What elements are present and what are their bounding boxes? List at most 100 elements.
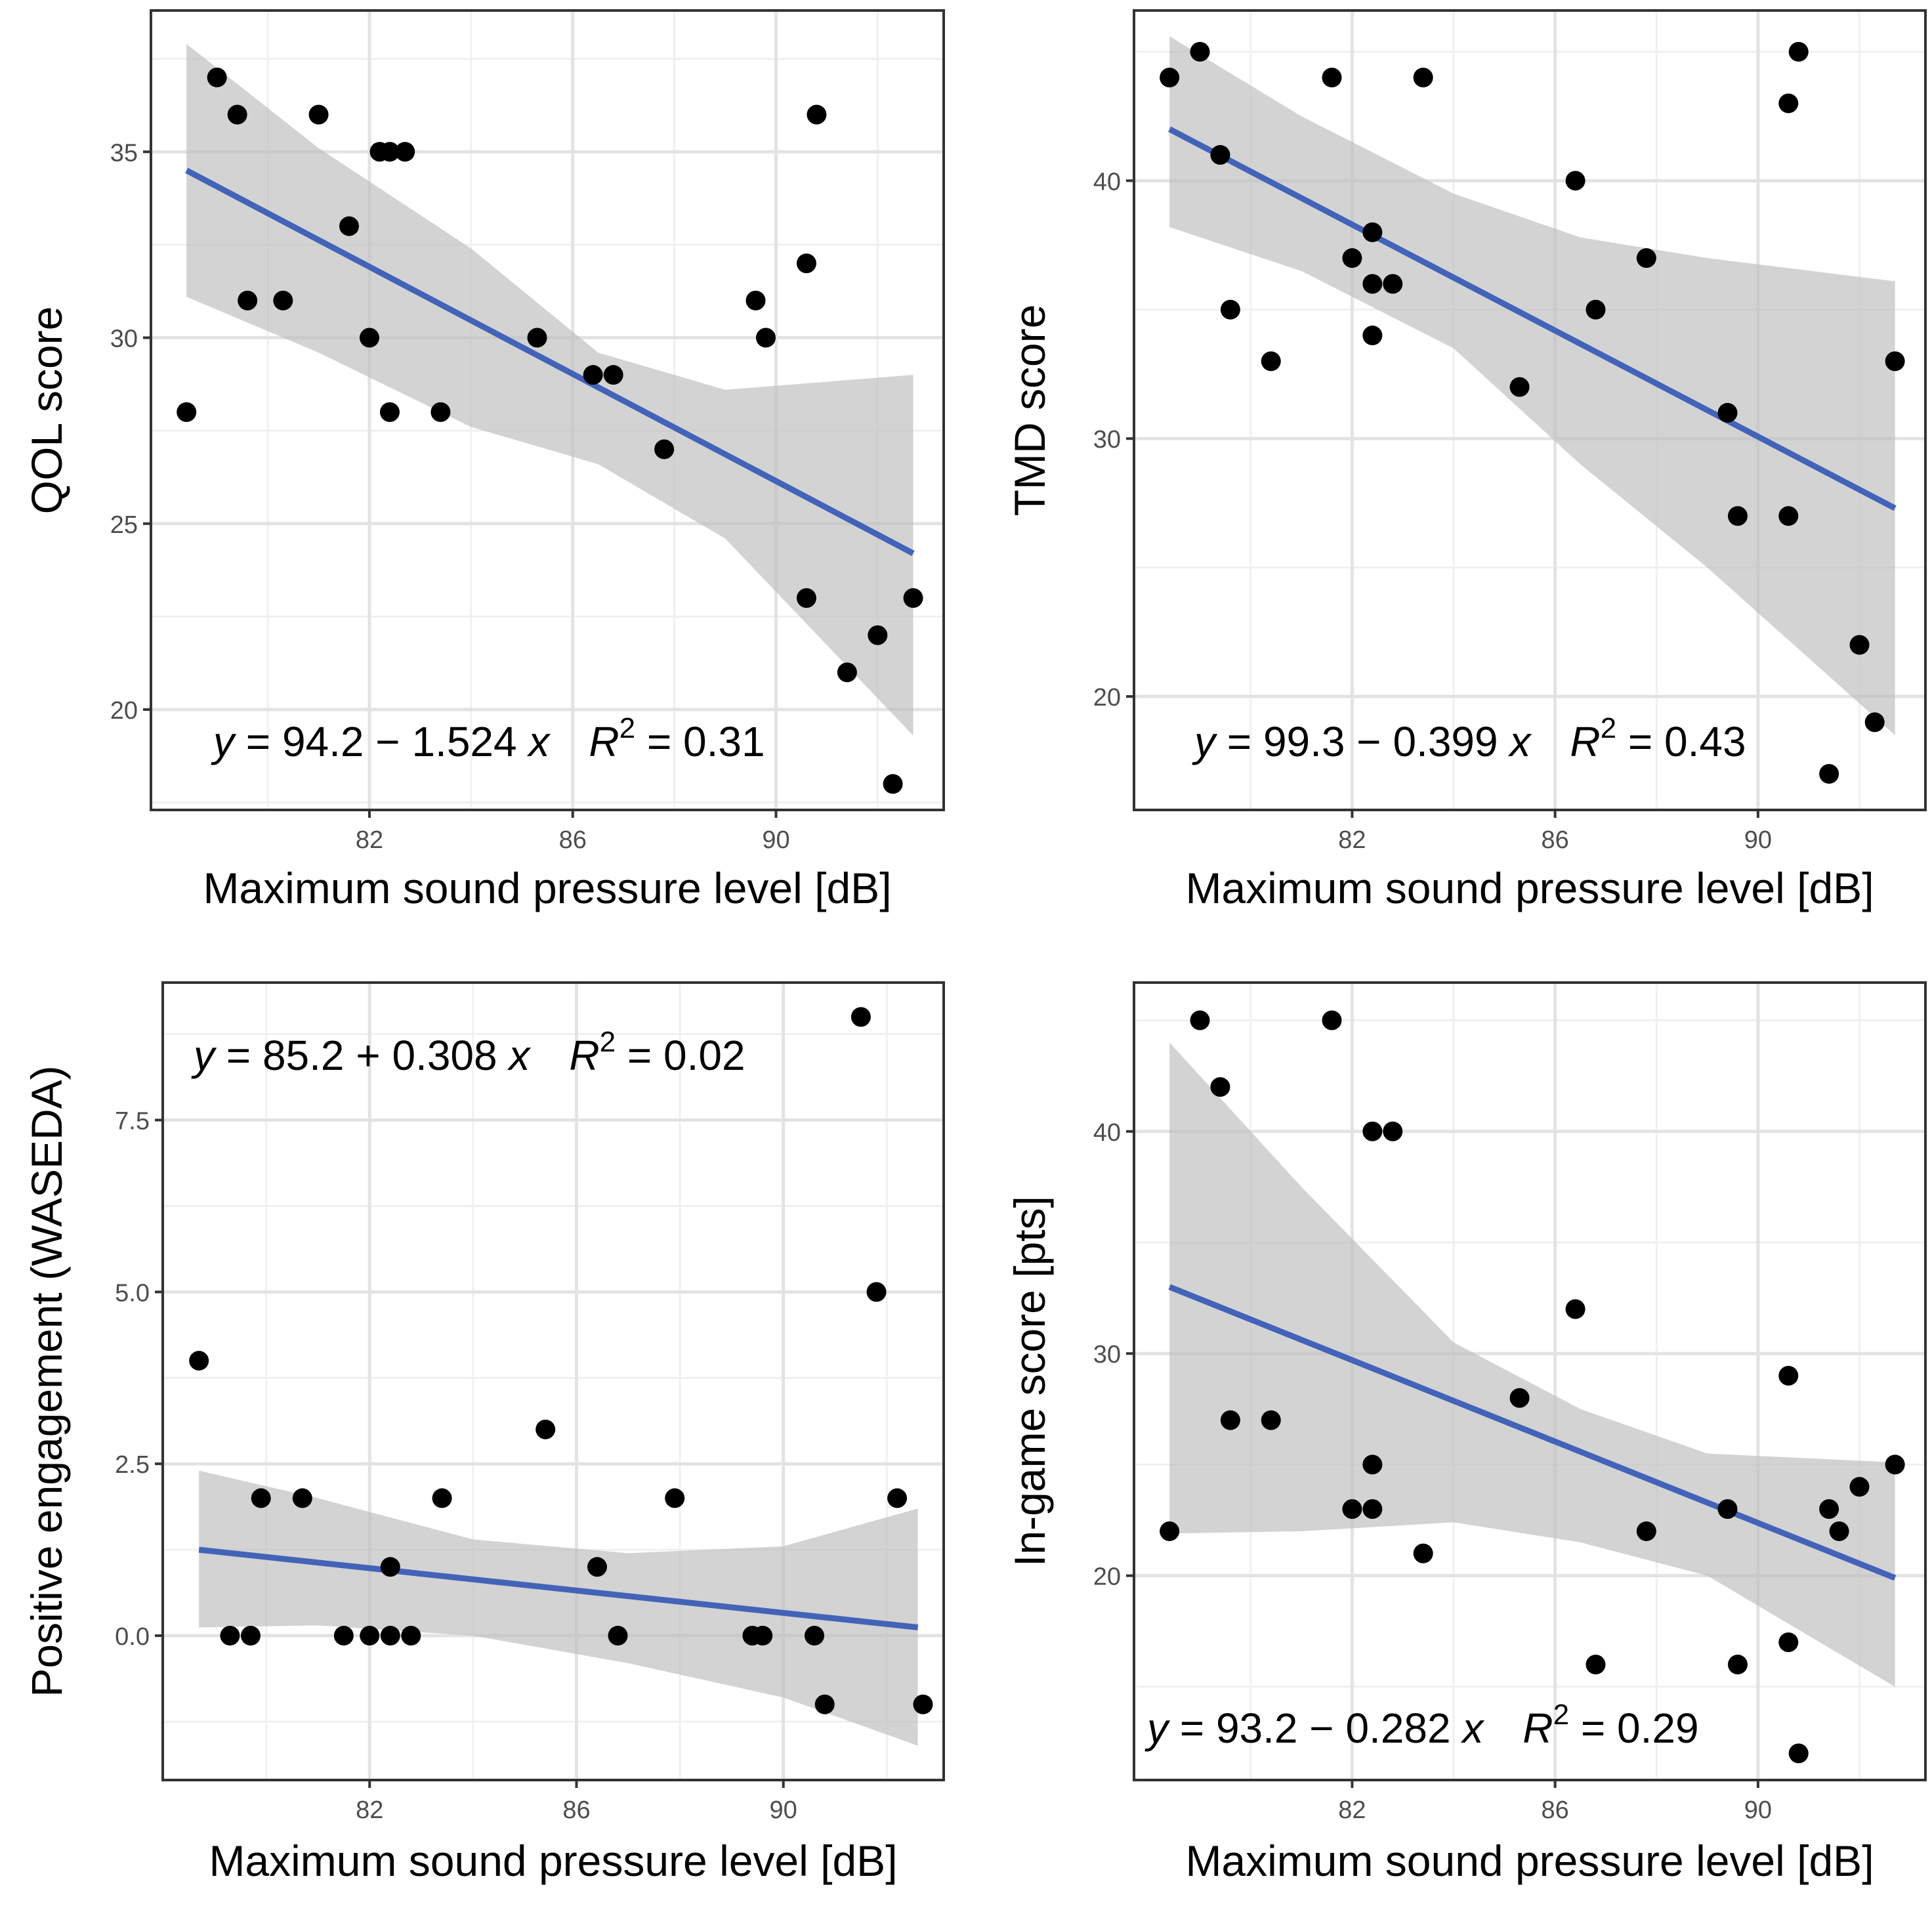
data-point [887,1488,908,1508]
x-tick-label: 82 [356,1796,383,1824]
data-point [1160,68,1180,88]
data-point [1849,635,1870,655]
x-tick-label: 82 [1338,1796,1366,1824]
x-tick-label: 86 [559,826,587,854]
data-point [804,1626,824,1646]
confidence-ribbon [1169,36,1895,736]
data-point [1509,1388,1530,1408]
equation-coefficients: = 93.2 − 0.282 [1168,1705,1462,1752]
data-point [1636,248,1656,268]
panel-border [161,981,945,1781]
data-point [379,402,400,422]
data-point [1586,1655,1606,1675]
equation-r-squared-value: = 0.29 [1569,1705,1699,1752]
data-point [1362,1454,1383,1475]
y-tick-label: 5.0 [115,1279,150,1307]
regression-line [1168,126,1897,511]
x-tick-label: 86 [1542,826,1569,854]
data-point [1413,68,1433,88]
y-tick-label: 35 [110,139,138,167]
data-point [1413,1543,1433,1563]
data-point [401,1626,421,1646]
panel-ingame: 82 86 90 20 30 40 Maximum sound pressure level… [1005,981,1927,1885]
data-point [1717,1499,1738,1519]
x-tick-label: 90 [1744,1796,1772,1824]
x-axis-title: Maximum sound pressure level [dB] [1185,864,1874,912]
data-point [1362,274,1383,294]
x-tick-label: 90 [1744,826,1772,854]
data-point [1636,1521,1656,1541]
equation-x-symbol: x [1507,718,1532,765]
confidence-ribbon [199,1470,918,1746]
y-axis-title: QOL score [22,307,71,515]
y-tick-label: 7.5 [115,1107,150,1135]
equation-r-superscript: 2 [1553,1699,1569,1731]
data-point [868,625,888,645]
equation-x-symbol: x [507,1032,531,1079]
data-point [1819,1499,1839,1519]
data-point [395,142,415,162]
equation-x-symbol: x [1460,1705,1484,1752]
data-point [1383,1121,1403,1141]
panel-tmd: 82 86 90 20 30 40 Maximum sound pressure level… [1005,9,1927,912]
data-point [273,290,293,310]
data-point [308,104,329,125]
regression-line [198,1546,919,1630]
data-point [1829,1521,1849,1541]
panel-border [1133,981,1927,1781]
data-point [913,1694,933,1714]
data-point [796,253,816,274]
data-point [292,1488,312,1508]
data-point [1885,351,1905,371]
data-point [796,588,816,608]
x-tick-label: 90 [770,1796,797,1824]
regression-equation: y = 94.2 − 1.524 x R2 = 0.31 [211,712,765,765]
equation-r-squared-value: = 0.31 [635,718,765,765]
data-point [379,142,400,162]
data-point [251,1488,271,1508]
data-point [1362,1121,1383,1141]
data-point [177,402,197,422]
data-point [220,1626,240,1646]
y-tick-label: 20 [110,697,138,725]
data-point [189,1351,209,1371]
equation-r-superscript: 2 [1601,712,1616,744]
data-point [866,1282,887,1302]
data-point [814,1694,835,1714]
data-point [850,1007,871,1027]
confidence-ribbon [186,43,914,736]
data-point [753,1626,773,1646]
equation-r-squared-value: = 0.43 [1616,718,1746,765]
data-point [1885,1454,1905,1475]
y-axis-title: TMD score [1005,305,1054,517]
data-point [903,588,923,608]
x-tick-label: 86 [562,1796,590,1824]
y-tick-label: 25 [110,511,138,539]
data-point [380,1557,400,1577]
equation-r-superscript: 2 [600,1026,616,1058]
panel-border [1133,9,1927,811]
data-point [1362,222,1383,242]
panel-peng: 82 86 90 0.0 2.5 5.0 7.5 Maximum sound pressure… [22,981,945,1885]
data-point [1210,1077,1230,1097]
data-point [583,365,603,385]
y-tick-label: 2.5 [115,1451,150,1479]
equation-y-symbol: y [1192,718,1218,765]
equation-coefficients: = 99.3 − 0.399 [1215,718,1509,765]
data-point [1778,93,1799,114]
y-tick-label: 40 [1093,1119,1121,1147]
data-point [430,402,451,422]
y-tick-label: 30 [1093,1341,1121,1369]
data-point [837,662,857,683]
data-point [1220,1410,1240,1430]
data-point [608,1626,628,1646]
data-point [360,1626,380,1646]
equation-y-symbol: y [211,718,237,765]
equation-r-symbol: R [569,1032,599,1079]
data-point [883,774,903,794]
equation-r-symbol: R [1570,718,1600,765]
data-point [654,439,675,459]
equation-coefficients: = 94.2 − 1.524 [234,718,528,765]
data-point [1509,377,1530,397]
data-point [1362,1499,1383,1519]
